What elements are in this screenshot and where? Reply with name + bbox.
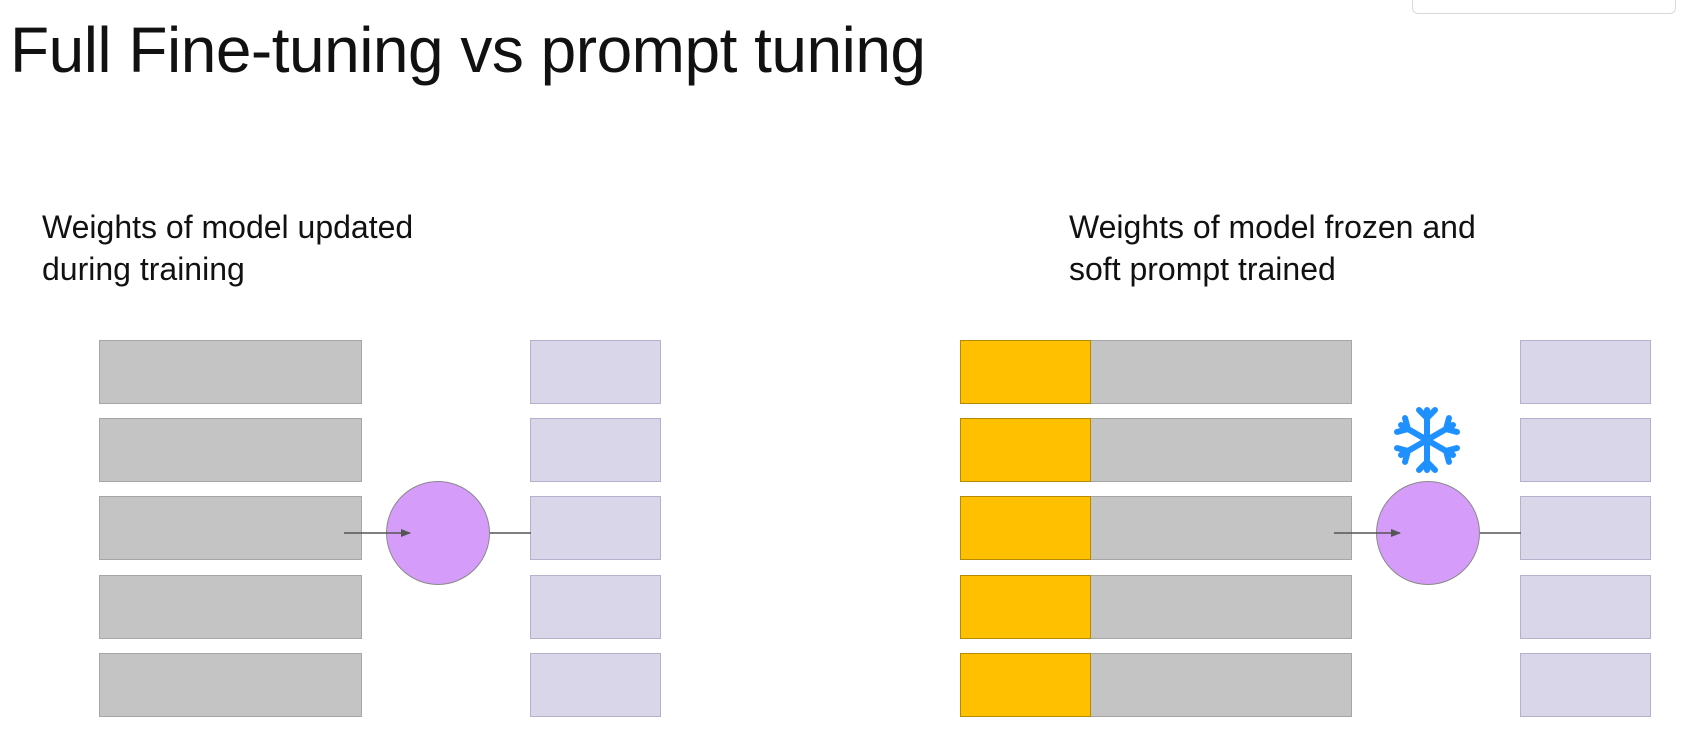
full-finetuning-heading: Weights of model updated during training <box>42 206 562 290</box>
model-node <box>386 481 490 585</box>
output-block <box>530 575 661 639</box>
soft-prompt-block <box>960 418 1091 482</box>
model-layer <box>99 340 362 404</box>
output-block <box>1520 575 1651 639</box>
frozen-model-node <box>1376 481 1480 585</box>
output-block <box>530 418 661 482</box>
prompt-tuning-heading: Weights of model frozen and soft prompt … <box>1069 206 1589 290</box>
snowflake-icon <box>1394 407 1460 473</box>
output-block <box>1520 653 1651 717</box>
full-finetuning-heading-line2: during training <box>42 251 245 287</box>
soft-prompt-block <box>960 340 1091 404</box>
soft-prompt-block <box>960 496 1091 560</box>
prompt-tuning-heading-line2: soft prompt trained <box>1069 251 1336 287</box>
output-block <box>530 653 661 717</box>
soft-prompt-block <box>960 575 1091 639</box>
output-block <box>1520 418 1651 482</box>
soft-prompt-block <box>960 653 1091 717</box>
full-finetuning-heading-line1: Weights of model updated <box>42 209 414 245</box>
window-edge <box>1412 0 1676 14</box>
model-layer <box>99 496 362 560</box>
output-block <box>1520 496 1651 560</box>
output-block <box>530 496 661 560</box>
prompt-tuning-heading-line1: Weights of model frozen and <box>1069 209 1476 245</box>
output-block <box>1520 340 1651 404</box>
model-layer <box>99 575 362 639</box>
model-layer <box>99 418 362 482</box>
model-layer <box>99 653 362 717</box>
slide-title: Full Fine-tuning vs prompt tuning <box>10 14 926 86</box>
output-block <box>530 340 661 404</box>
